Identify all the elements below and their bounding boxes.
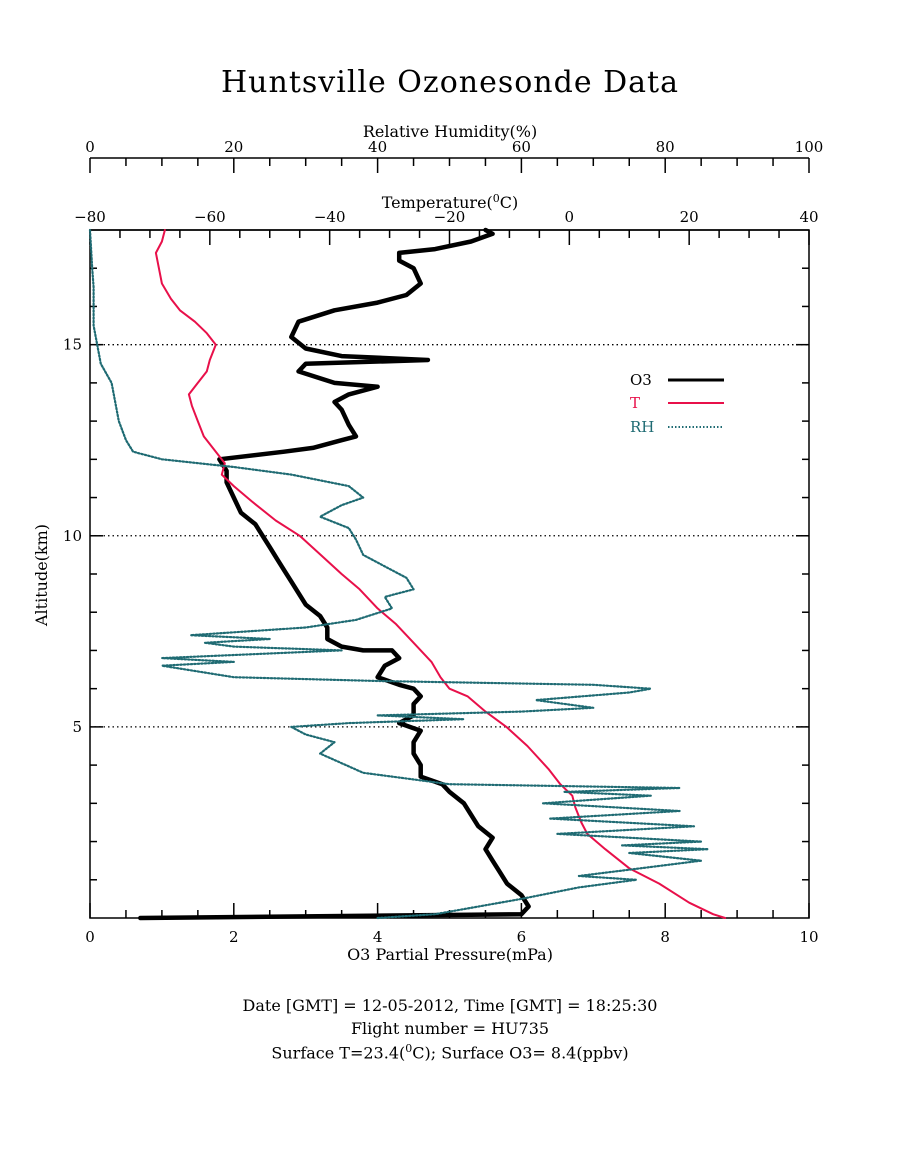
tick-label: 20	[224, 138, 243, 156]
tick-label: 4	[373, 928, 383, 946]
tick-label: 80	[656, 138, 675, 156]
tick-label: 0	[565, 208, 575, 226]
legend-label-rh: RH	[630, 418, 654, 436]
footer-flight-number: Flight number = HU735	[350, 1019, 550, 1038]
tick-label: 40	[799, 208, 818, 226]
tick-label: 0	[85, 928, 95, 946]
series-layer	[88, 227, 727, 921]
footer-date-time: Date [GMT] = 12-05-2012, Time [GMT] = 18…	[242, 996, 658, 1015]
plot-frame	[89, 229, 810, 919]
temperature-axis-label: Temperature(0C)	[382, 192, 519, 212]
y-tick-label: 5	[72, 718, 82, 736]
tick-label: 100	[795, 138, 824, 156]
tick-label: 6	[517, 928, 527, 946]
y-tick-label: 10	[63, 527, 82, 545]
tick-label: 10	[799, 928, 818, 946]
series-rh-line	[88, 228, 710, 920]
footer-surface-values: Surface T=23.4(0C); Surface O3= 8.4(ppbv…	[271, 1042, 629, 1063]
tick-label: 2	[229, 928, 239, 946]
gridlines	[90, 344, 809, 728]
humidity-axis-label: Relative Humidity(%)	[363, 122, 537, 141]
ozone-axis: 0 2 4 6 8 10	[85, 903, 819, 946]
tick-label: −40	[314, 208, 346, 226]
legend-label-o3: O3	[630, 371, 652, 389]
tick-label: −60	[194, 208, 226, 226]
humidity-axis: 0 20 40 60 80 100	[85, 138, 823, 173]
ozone-axis-label: O3 Partial Pressure(mPa)	[347, 945, 553, 964]
y-tick-label: 15	[63, 336, 82, 354]
series-t-line	[154, 229, 727, 919]
legend: O3 T RH	[630, 371, 724, 436]
tick-label: 60	[512, 138, 531, 156]
altitude-axis-label: Altitude(km)	[32, 524, 51, 627]
temperature-axis: −80 −60 −40 −20 0 20 40	[74, 208, 819, 245]
series-o3-line	[138, 227, 531, 921]
legend-label-t: T	[630, 394, 640, 412]
tick-label: 20	[680, 208, 699, 226]
tick-label: −20	[434, 208, 466, 226]
tick-label: 8	[660, 928, 670, 946]
tick-label: 40	[368, 138, 387, 156]
tick-label: 0	[85, 138, 95, 156]
altitude-axis: 5 10 15	[63, 267, 809, 881]
chart-title: Huntsville Ozonesonde Data	[221, 65, 679, 100]
tick-label: −80	[74, 208, 106, 226]
